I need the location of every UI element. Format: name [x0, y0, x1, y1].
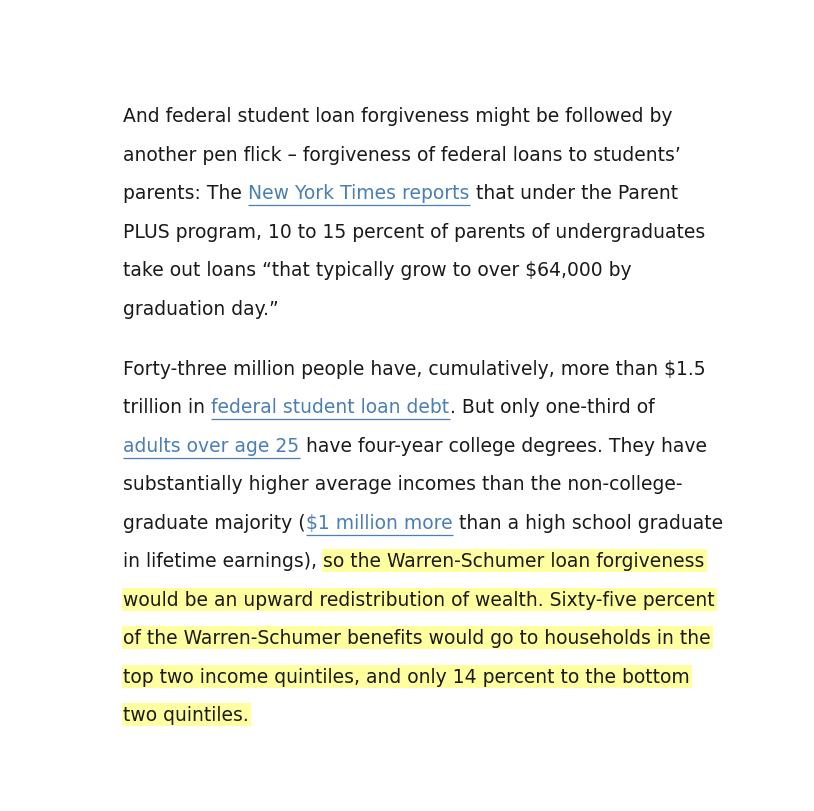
Text: $1 million more: $1 million more [306, 513, 453, 532]
Text: federal student loan debt: federal student loan debt [212, 397, 449, 417]
Text: of the Warren-Schumer benefits would go to households in the: of the Warren-Schumer benefits would go … [124, 629, 711, 647]
Text: have four-year college degrees. They have: have four-year college degrees. They hav… [300, 436, 707, 455]
Text: And federal student loan forgiveness might be followed by: And federal student loan forgiveness mig… [124, 107, 673, 126]
Text: take out loans “that typically grow to over $64,000 by: take out loans “that typically grow to o… [124, 261, 632, 280]
Text: substantially higher average incomes than the non-college-: substantially higher average incomes tha… [124, 474, 683, 494]
Text: another pen flick – forgiveness of federal loans to students’: another pen flick – forgiveness of feder… [124, 145, 681, 165]
Text: top two income quintiles, and only 14 percent to the bottom: top two income quintiles, and only 14 pe… [124, 667, 690, 686]
Text: PLUS program, 10 to 15 percent of parents of undergraduates: PLUS program, 10 to 15 percent of parent… [124, 222, 706, 242]
Text: . But only one-third of: . But only one-third of [449, 397, 654, 417]
Text: would be an upward redistribution of wealth. Sixty-five percent: would be an upward redistribution of wea… [124, 590, 715, 609]
Text: in lifetime earnings),: in lifetime earnings), [124, 551, 323, 570]
Text: Forty-three million people have, cumulatively, more than $1.5: Forty-three million people have, cumulat… [124, 359, 706, 378]
Text: New York Times reports: New York Times reports [248, 184, 470, 203]
Text: graduate majority (: graduate majority ( [124, 513, 306, 532]
Text: adults over age 25: adults over age 25 [124, 436, 300, 455]
Text: than a high school graduate: than a high school graduate [453, 513, 723, 532]
Text: that under the Parent: that under the Parent [470, 184, 678, 203]
Text: two quintiles.: two quintiles. [124, 706, 249, 724]
Text: graduation day.”: graduation day.” [124, 299, 279, 318]
Text: parents: The: parents: The [124, 184, 248, 203]
Text: so the Warren-Schumer loan forgiveness: so the Warren-Schumer loan forgiveness [323, 551, 705, 570]
Text: trillion in: trillion in [124, 397, 212, 417]
